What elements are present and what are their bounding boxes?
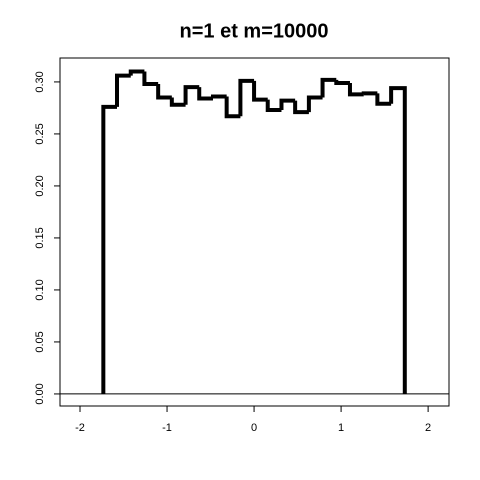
histogram-step <box>238 78 255 117</box>
y-tick-label: 0.20 <box>34 175 46 196</box>
x-tick-label: -1 <box>162 422 172 434</box>
histogram-step <box>375 93 392 106</box>
y-tick-label: 0.15 <box>34 227 46 248</box>
x-tick-label: 0 <box>251 422 257 434</box>
histogram-step <box>306 95 323 113</box>
histogram-step <box>252 80 268 102</box>
y-tick-label: 0.05 <box>34 331 46 352</box>
histogram-step <box>101 104 118 394</box>
histogram-step <box>183 85 200 105</box>
histogram-step <box>169 97 186 107</box>
x-tick-label: 2 <box>425 422 431 434</box>
histogram-step <box>265 99 282 113</box>
histogram-step <box>197 87 213 101</box>
histogram-step <box>293 100 309 115</box>
histogram-step <box>361 91 378 96</box>
histogram-step <box>320 77 337 98</box>
histogram-step <box>115 73 131 107</box>
histogram-step <box>279 98 296 111</box>
histogram-step <box>389 86 407 394</box>
histogram-step <box>156 84 172 100</box>
histogram-step <box>334 79 350 85</box>
x-tick-label: 1 <box>338 422 344 434</box>
y-tick-label: 0.25 <box>34 123 46 144</box>
plot-frame <box>59 57 450 407</box>
histogram-step <box>128 69 145 76</box>
histogram-step <box>210 94 227 99</box>
chart-title: n=1 et m=10000 <box>180 20 329 42</box>
y-tick-label: 0.30 <box>34 71 46 92</box>
histogram-step <box>347 82 364 97</box>
histogram-step <box>142 71 159 87</box>
y-tick-label: 0.10 <box>34 279 46 300</box>
histogram-step <box>224 96 241 119</box>
x-tick-label: -2 <box>75 422 85 434</box>
y-tick-label: 0.00 <box>34 383 46 404</box>
